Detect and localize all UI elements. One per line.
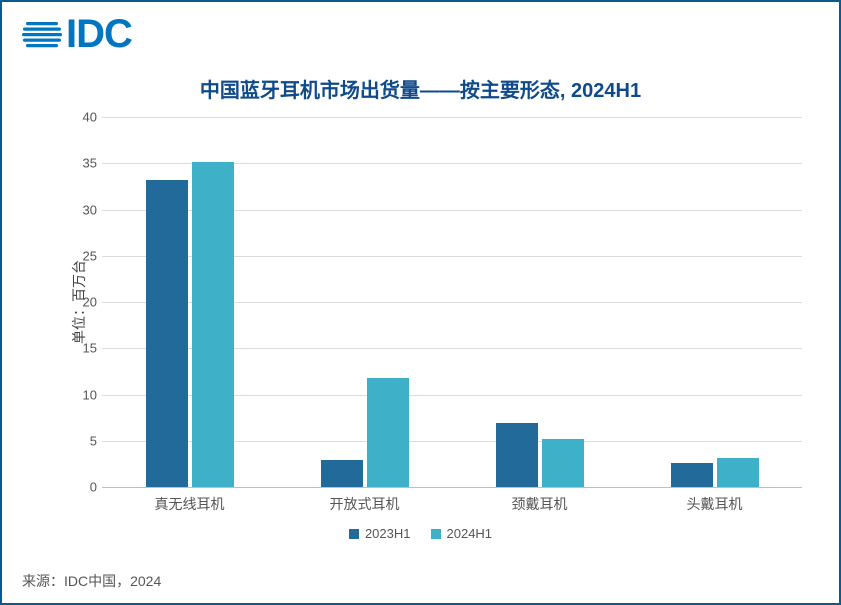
bar [496,423,538,487]
chart-frame: IDC 中国蓝牙耳机市场出货量——按主要形态, 2024H1 单位：百万台 05… [0,0,841,605]
x-axis-label: 开放式耳机 [330,494,400,514]
chart-title: 中国蓝牙耳机市场出货量——按主要形态, 2024H1 [2,74,839,103]
source-text: 来源：IDC中国，2024 [22,571,161,591]
legend-item: 2023H1 [349,526,411,541]
globe-icon [22,15,62,55]
legend-item: 2024H1 [431,526,493,541]
y-axis-ticks: 0510152025303540 [67,117,97,487]
bar [542,439,584,487]
y-tick: 30 [67,202,97,217]
legend: 2023H1 2024H1 [2,526,839,542]
y-tick: 5 [67,433,97,448]
bar [146,180,188,487]
idc-logo: IDC [22,12,132,57]
bar [717,458,759,487]
x-axis-labels: 真无线耳机 开放式耳机 颈戴耳机 头戴耳机 [102,494,802,516]
y-tick: 0 [67,480,97,495]
gridline [102,487,802,488]
legend-label: 2024H1 [447,526,493,541]
y-tick: 10 [67,387,97,402]
legend-swatch [349,529,359,539]
y-tick: 15 [67,341,97,356]
y-tick: 20 [67,295,97,310]
y-tick: 25 [67,248,97,263]
y-tick: 35 [67,156,97,171]
bar [367,378,409,487]
bar [192,162,234,487]
logo-text: IDC [66,12,132,57]
y-tick: 40 [67,110,97,125]
chart-plot-area [102,117,802,487]
x-axis-label: 真无线耳机 [155,494,225,514]
x-axis-label: 头戴耳机 [687,494,743,514]
bar [671,463,713,487]
bar [321,460,363,487]
legend-label: 2023H1 [365,526,411,541]
legend-swatch [431,529,441,539]
x-axis-label: 颈戴耳机 [512,494,568,514]
bars-container [102,117,802,487]
